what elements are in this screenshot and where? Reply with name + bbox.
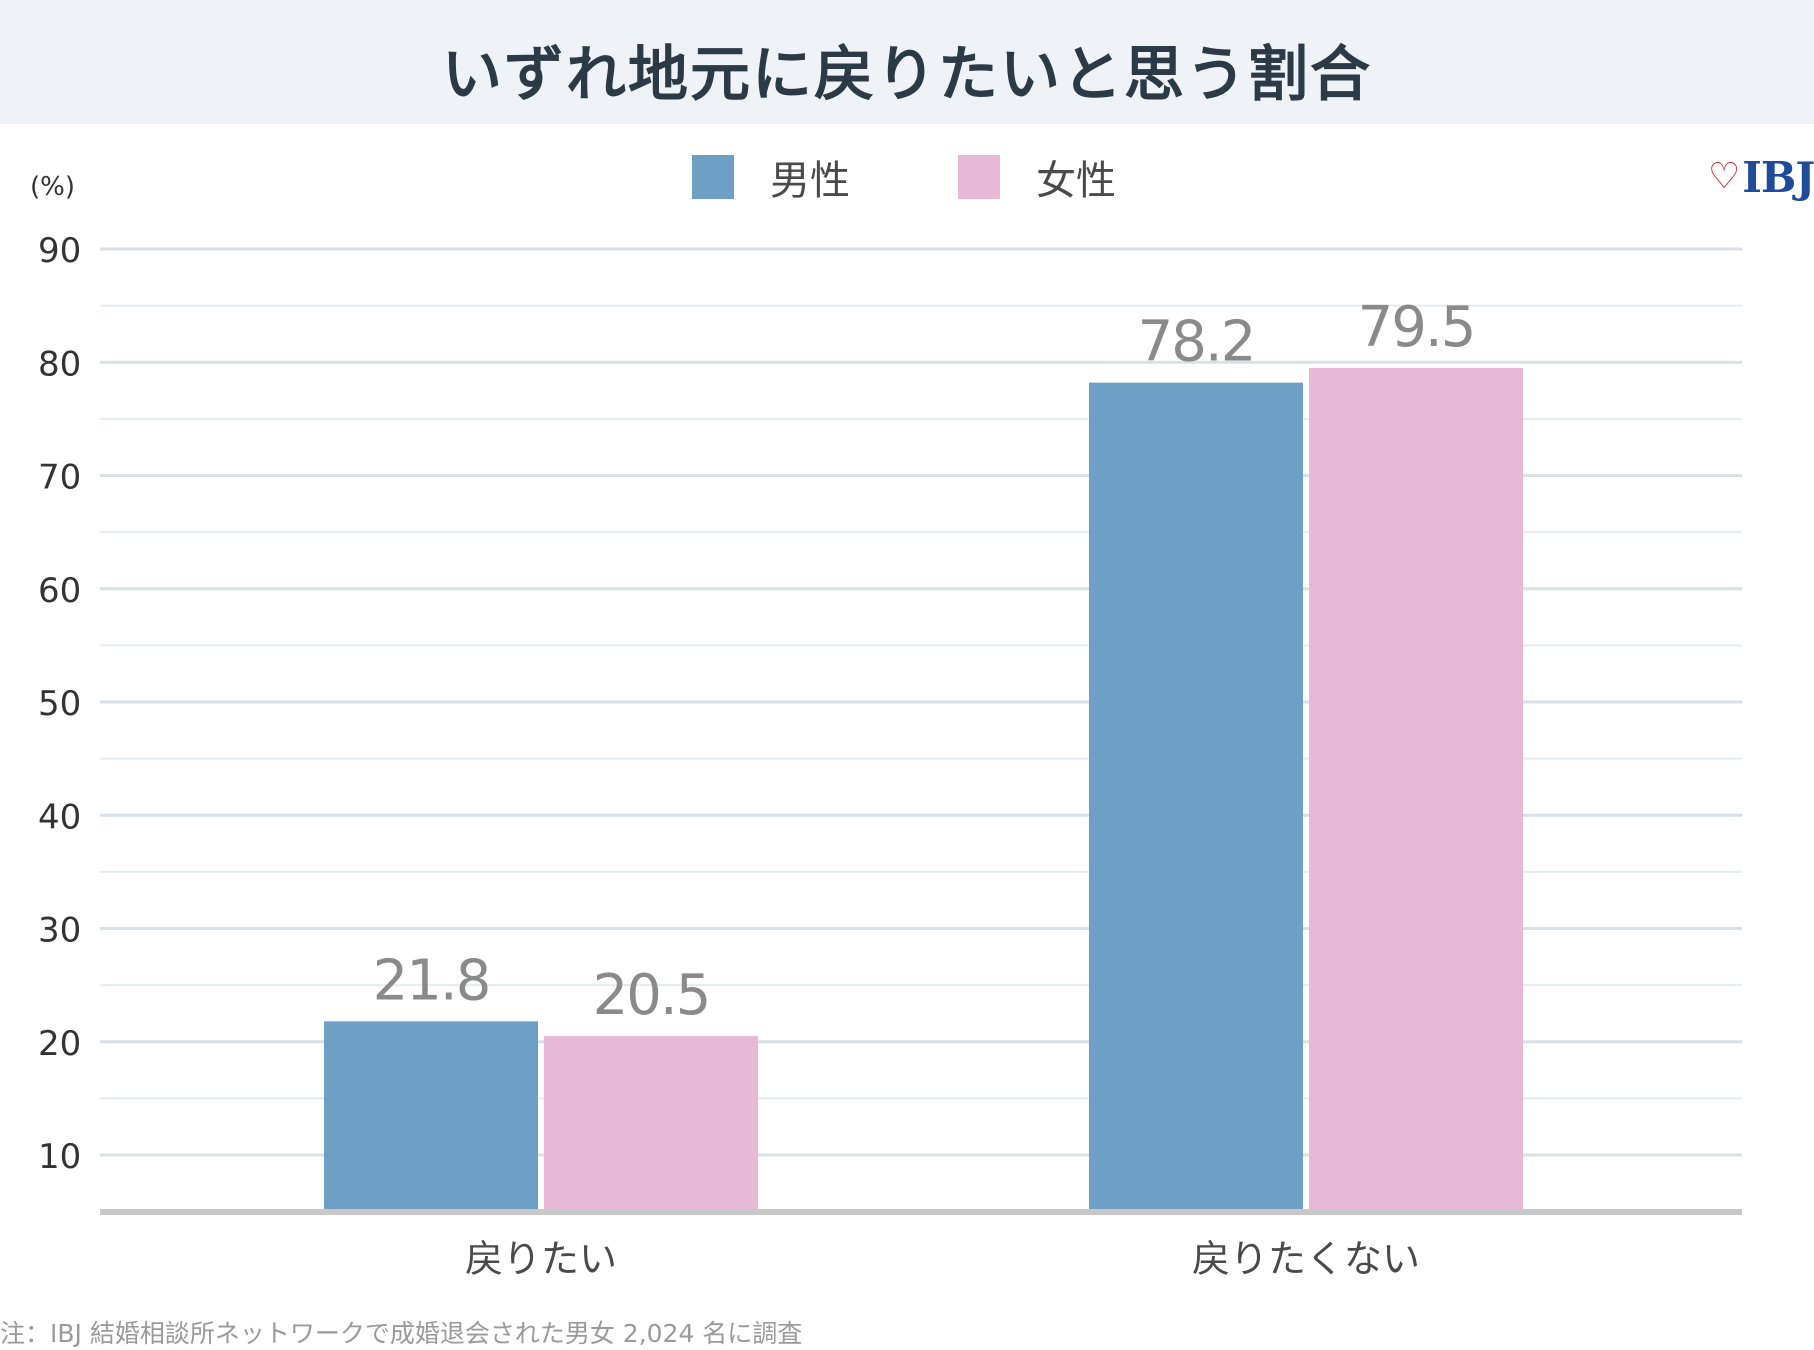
y-tick-label: 80 <box>38 344 81 384</box>
bar <box>544 1036 758 1212</box>
bar <box>1309 367 1523 1213</box>
y-tick-label: 30 <box>38 911 81 951</box>
legend-label-female: 女性 <box>1036 158 1116 204</box>
y-tick-label: 90 <box>38 231 81 271</box>
legend-swatch-male <box>692 155 734 199</box>
x-category-label: 戻りたい <box>465 1237 617 1281</box>
y-axis-unit-label: (%) <box>30 172 75 202</box>
y-tick-label: 40 <box>38 797 81 837</box>
y-tick-label: 20 <box>38 1024 81 1064</box>
title-band <box>0 0 1814 124</box>
ibj-logo: ♡ IBJ <box>1708 152 1814 202</box>
footnote: 注：IBJ 結婚相談所ネットワークで成婚退会された男女 2,024 名に調査 <box>0 1319 803 1348</box>
legend-swatch-female <box>958 155 1000 199</box>
legend: 男性 女性 <box>692 154 1224 204</box>
y-tick-label: 70 <box>38 458 81 498</box>
bar <box>1089 382 1303 1212</box>
legend-item-female: 女性 <box>958 148 1116 206</box>
legend-label-male: 男性 <box>770 158 850 204</box>
heart-icon: ♡ <box>1708 156 1741 197</box>
chart-title: いずれ地元に戻りたいと思う割合 <box>442 40 1372 110</box>
y-tick-label: 10 <box>38 1137 81 1177</box>
legend-item-male: 男性 <box>692 148 850 206</box>
data-label: 78.2 <box>1138 310 1255 375</box>
data-label: 79.5 <box>1358 295 1475 360</box>
y-tick-label: 50 <box>38 684 81 724</box>
y-tick-label: 60 <box>38 571 81 611</box>
x-category-label: 戻りたくない <box>1192 1237 1420 1281</box>
data-label: 20.5 <box>593 963 710 1028</box>
data-label: 21.8 <box>373 948 490 1013</box>
bar <box>324 1021 538 1212</box>
logo-text: IBJ <box>1742 152 1814 202</box>
